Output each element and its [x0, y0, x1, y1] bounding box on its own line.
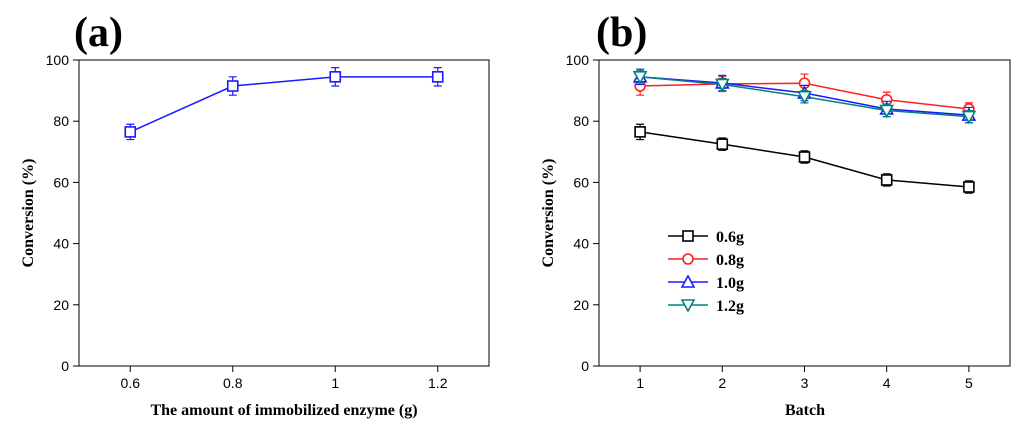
panel-a-series-conversion-point	[124, 126, 137, 138]
panel-a-y-tick-label: 80	[53, 113, 69, 129]
legend-label: 0.8g	[716, 252, 744, 269]
panel-b-series-0-6g-point	[963, 181, 975, 193]
panel-b-series-0-6g-point	[634, 126, 646, 138]
panel-b-series-0-6g	[634, 123, 975, 194]
legend-marker	[680, 299, 696, 313]
panel-b-series-0-6g-point	[716, 138, 729, 150]
panel-b-x-tick-label: 4	[883, 375, 891, 391]
panel-a-label: (a)	[74, 10, 123, 56]
panel-b-x-axis-title: Batch	[785, 402, 825, 419]
legend-marker	[680, 274, 696, 288]
legend-label: 1.0g	[716, 275, 744, 292]
panel-a-series-conversion-point	[226, 80, 239, 92]
panel-b-x-tick-label: 2	[718, 375, 726, 391]
panel-a-plot-frame	[78, 59, 490, 367]
panel-b-series-0-6g-point	[798, 151, 811, 163]
panel-a-y-tick-label: 0	[61, 358, 69, 374]
panel-b-y-tick-label: 40	[573, 236, 589, 252]
panel-b-x-tick-label: 3	[801, 375, 809, 391]
legend-item-1-0g: 1.0g	[668, 274, 744, 292]
panel-b-y-tick-label: 80	[573, 113, 589, 129]
panel-b-legend: 0.6g 0.8g 1.0g 1.2g	[668, 229, 744, 315]
panel-b-y-axis-title: Conversion (%)	[540, 159, 557, 268]
panel-b-x-tick-label: 1	[636, 375, 644, 391]
legend-item-0-8g: 0.8g	[668, 252, 744, 269]
panel-b-series-1-2g-point	[961, 110, 977, 125]
panel-a-series-conversion	[124, 67, 444, 141]
panel-b-y-tick-label: 100	[566, 52, 590, 68]
panel-a-x-tick-label: 1	[331, 375, 339, 391]
panel-a-series-conversion-line	[129, 76, 438, 133]
legend-item-0-6g: 0.6g	[668, 229, 744, 246]
panel-a-y-axis-title: Conversion (%)	[20, 159, 37, 268]
panel-a-y-tick-label: 20	[53, 297, 69, 313]
panel-a-y-tick-label: 100	[46, 52, 70, 68]
legend-item-1-2g: 1.2g	[668, 298, 744, 315]
panel-a-series	[124, 67, 444, 141]
panel-b-x-tick-label: 5	[965, 375, 973, 391]
panel-b-y-tick-label: 60	[573, 174, 589, 190]
panel-b-y-tick-label: 20	[573, 297, 589, 313]
panel-a-ticks: 0 20 40 60 80 100 0.6 0.8 1 1.2	[46, 52, 448, 391]
panel-a-series-conversion-point	[431, 71, 444, 83]
panel-a-x-tick-label: 1.2	[428, 375, 448, 391]
panel-a-x-tick-label: 0.8	[223, 375, 243, 391]
legend-label: 0.6g	[716, 229, 744, 246]
panel-b-ticks: 0 20 40 60 80 100 1 2 3 4 5	[566, 52, 973, 391]
panel-b-series-1-2g-point	[714, 78, 730, 93]
panel-b-series-1-2g-point	[632, 71, 648, 85]
panel-b-series-1-2g	[632, 70, 977, 125]
panel-b-plot-frame	[598, 59, 1011, 367]
panel-a-x-tick-label: 0.6	[121, 375, 141, 391]
panel-b-series	[632, 68, 977, 194]
panel-b: (b) 0 20 40 60 80 100 1 2 3 4 5 0.6g 0.8g 1.0g 1.2g B…	[540, 10, 1011, 419]
panel-b-label: (b)	[596, 10, 647, 56]
legend-marker	[682, 253, 694, 265]
legend-label: 1.2g	[716, 298, 744, 315]
panel-a-y-tick-label: 60	[53, 174, 69, 190]
panel-b-series-1-2g-point	[879, 104, 895, 119]
panel-a-y-tick-label: 40	[53, 236, 69, 252]
legend-marker	[682, 230, 694, 242]
panel-b-y-tick-label: 0	[581, 358, 589, 374]
panel-a: (a) 0 20 40 60 80 100 0.6 0.8 1 1.2 The amount of…	[20, 10, 490, 419]
panel-a-x-axis-title: The amount of immobilized enzyme (g)	[150, 402, 417, 419]
panel-a-series-conversion-point	[329, 71, 342, 83]
panel-b-series-1-2g-point	[797, 90, 812, 105]
panel-b-series-0-6g-point	[880, 174, 893, 186]
